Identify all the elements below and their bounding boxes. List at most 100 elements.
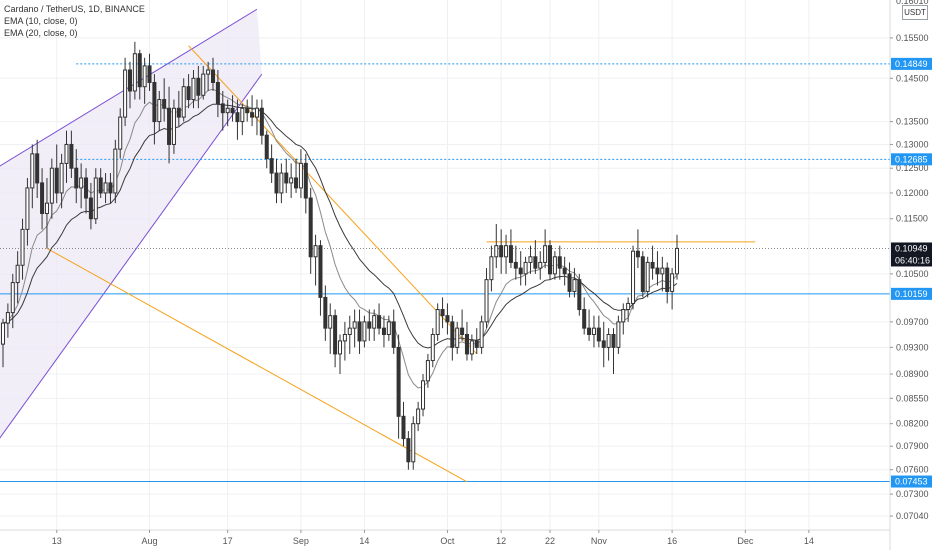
legend-ema10[interactable]: EMA (10, close, 0): [4, 16, 78, 26]
chart-legend: Cardano / TetherUS, 1D, BINANCE EMA (10,…: [4, 3, 145, 39]
x-tick-label: 22: [545, 536, 555, 546]
candle-body: [450, 321, 455, 348]
candle-body: [396, 346, 401, 417]
candle-body: [328, 315, 333, 329]
y-tick-label: 0.12500: [896, 163, 929, 173]
y-tick-label: 0.14500: [896, 73, 929, 83]
x-tick-label: Nov: [591, 536, 608, 546]
candle-body: [381, 327, 386, 335]
legend-ema20[interactable]: EMA (20, close, 0): [4, 28, 78, 38]
price-badge: [891, 242, 932, 255]
candle-body: [294, 177, 299, 189]
candle-body: [40, 182, 45, 214]
x-tick-label: Aug: [142, 536, 158, 546]
price-badge-label: 0.10159: [895, 289, 928, 299]
candle-body: [601, 340, 606, 348]
candle-body: [167, 107, 172, 145]
channel-lower-line: [0, 73, 263, 439]
candle-body: [318, 245, 323, 298]
x-tick-label: 17: [223, 536, 233, 546]
candle-body: [44, 202, 49, 214]
candle-body: [123, 69, 128, 118]
candle-body: [674, 247, 680, 275]
candle-body: [171, 107, 176, 145]
y-tick-label: 0.15500: [896, 33, 929, 43]
countdown-badge: [891, 254, 932, 267]
candle-body: [587, 327, 592, 335]
candle-body: [206, 69, 211, 75]
x-tick-label: Oct: [440, 536, 455, 546]
candle-body: [591, 327, 596, 335]
candle-body: [35, 153, 40, 184]
x-tick-label: Dec: [737, 536, 754, 546]
candle-body: [250, 112, 255, 118]
candle-body: [357, 321, 362, 342]
candle-body: [504, 245, 509, 258]
candle-body: [562, 267, 567, 275]
y-tick-label: 0.12000: [896, 188, 929, 198]
candle-body: [626, 302, 631, 311]
candle-body: [469, 340, 474, 355]
candle-body: [518, 267, 523, 275]
candle-body: [406, 438, 411, 463]
y-tick-label: 0.07040: [896, 511, 929, 521]
candle-body: [557, 256, 562, 269]
candle-body: [401, 415, 406, 440]
candle-body: [567, 273, 572, 292]
candle-body: [367, 321, 372, 329]
candle-body: [303, 162, 308, 199]
candle-body: [274, 172, 279, 194]
candle-body: [210, 69, 216, 83]
y-tick-label: 0.13000: [896, 139, 929, 149]
candle-body: [494, 245, 499, 258]
candle-body: [284, 172, 289, 184]
y-tick-label: 0.08550: [896, 393, 929, 403]
candle-body: [245, 107, 250, 114]
candle-body: [220, 103, 225, 114]
candle-body: [411, 423, 416, 463]
candle-body: [621, 309, 626, 323]
candle-body: [479, 321, 484, 348]
candle-body: [611, 333, 616, 348]
y-tick-label: 0.13500: [896, 117, 929, 127]
candle-body: [435, 309, 440, 335]
y-tick-label: 0.07300: [896, 489, 929, 499]
price-badge-label: 0.07453: [895, 477, 928, 487]
candle-body: [484, 279, 489, 323]
y-tick-label: 0.08900: [896, 369, 929, 379]
candle-body: [528, 256, 533, 263]
candle-body: [347, 327, 352, 335]
candle-body: [176, 107, 181, 118]
candle-body: [127, 69, 132, 92]
candle-body: [118, 116, 123, 150]
candle-body: [93, 177, 98, 220]
candle-body: [186, 86, 191, 101]
candle-body: [582, 309, 587, 329]
candle-body: [337, 340, 343, 355]
candle-body: [460, 327, 465, 335]
candle-body: [523, 261, 528, 275]
candle-body: [538, 261, 543, 269]
y-tick-label: 0.09300: [896, 342, 929, 352]
candle-body: [425, 360, 430, 382]
candle-body: [499, 245, 504, 258]
candle-body: [547, 245, 553, 275]
candle-body: [362, 321, 367, 342]
candle-body: [513, 261, 518, 269]
price-badge-label: 0.12685: [895, 154, 928, 164]
candle-body: [352, 321, 357, 329]
candle-body: [464, 333, 469, 355]
candle-body: [313, 245, 318, 258]
candle-body: [377, 315, 382, 329]
candle-body: [49, 167, 54, 204]
currency-button[interactable]: USDT: [902, 5, 928, 20]
candle-body: [445, 315, 450, 323]
candle-body: [147, 65, 152, 83]
candle-body: [645, 261, 650, 292]
y-tick-label-top: 0.16010: [896, 0, 929, 6]
candle-body: [533, 256, 538, 269]
candle-body: [631, 250, 636, 304]
candle-body: [543, 245, 548, 263]
